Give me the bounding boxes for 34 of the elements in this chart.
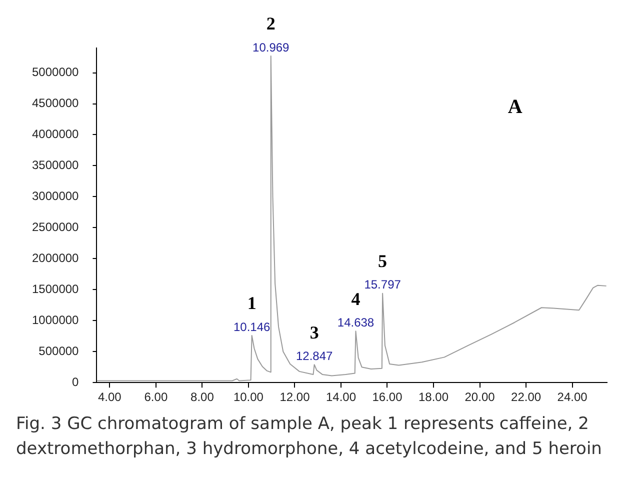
y-tick-label: 2500000 (32, 220, 80, 234)
x-tick-label: 8.00 (190, 390, 214, 404)
annotation: 1 (247, 293, 256, 314)
x-tick-label: 24.00 (557, 390, 588, 404)
annotation: 15.797 (364, 278, 402, 292)
annotation: 12.847 (296, 348, 333, 363)
x-tick-label: 4.00 (98, 390, 122, 404)
x-tick-label: 6.00 (144, 390, 168, 404)
x-tick-label: 10.00 (233, 390, 264, 404)
x-tick-label: 16.00 (372, 390, 403, 404)
y-tick-label: 2000000 (32, 250, 80, 265)
annotation: 5 (378, 251, 388, 272)
x-tick-label: 14.00 (326, 390, 356, 404)
y-tick-label: 4500000 (32, 96, 80, 110)
y-tick-label: 5000000 (32, 65, 80, 80)
annotation: 14.638 (337, 315, 374, 330)
annotation: A (508, 96, 523, 118)
y-tick-label: 1000000 (32, 312, 80, 327)
x-tick-label: 22.00 (511, 390, 542, 404)
y-tick-label: 4000000 (32, 127, 80, 142)
x-tick-label: 20.00 (464, 390, 496, 404)
x-tick-label: 12.00 (280, 390, 310, 404)
caption: Fig. 3 GC chromatogram of sample A, peak 1 represents caffeine, 2 dextromethorphan, 3 hydromorphone, 4 acetylcodeine, and 5 heroin (15, 413, 603, 461)
annotation: 2 (266, 14, 276, 34)
annotation: 3 (310, 322, 319, 342)
y-tick-label: 1500000 (32, 282, 80, 296)
y-tick-label: 3000000 (32, 189, 80, 204)
y-tick-label: 0 (72, 374, 80, 389)
annotation: 10.146 (233, 320, 271, 334)
x-tick-label: 18.00 (418, 390, 449, 404)
y-tick-label: 3500000 (32, 158, 80, 172)
annotation: 10.969 (252, 40, 290, 54)
y-tick-label: 500000 (38, 344, 80, 358)
annotation: 4 (351, 288, 360, 309)
